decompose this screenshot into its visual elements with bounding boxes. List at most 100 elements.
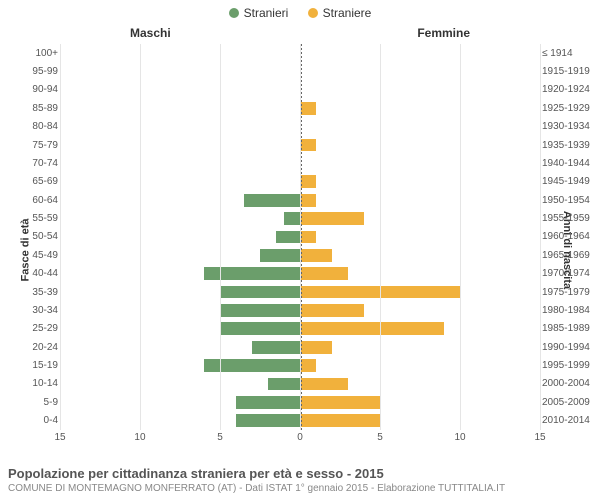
y-tick-left: 80-84 [2, 118, 58, 136]
y-tick-right: 1980-1984 [542, 301, 598, 319]
y-tick-left: 5-9 [2, 393, 58, 411]
x-tick: 15 [534, 432, 545, 443]
x-tick: 10 [134, 432, 145, 443]
y-tick-right: ≤ 1914 [542, 44, 598, 62]
bar-male [252, 341, 300, 354]
y-tick-right: 1970-1974 [542, 265, 598, 283]
y-tick-left: 25-29 [2, 320, 58, 338]
y-tick-right: 1975-1979 [542, 283, 598, 301]
y-tick-left: 90-94 [2, 81, 58, 99]
x-axis-ticks: 15105051015 [60, 432, 540, 448]
legend-item-female: Straniere [308, 6, 372, 20]
bar-male [220, 304, 300, 317]
grid-line [300, 44, 301, 430]
y-tick-right: 1935-1939 [542, 136, 598, 154]
bar-female [300, 414, 380, 427]
chart-footer: Popolazione per cittadinanza straniera p… [8, 466, 592, 494]
y-tick-right: 1985-1989 [542, 320, 598, 338]
bar-male [236, 414, 300, 427]
grid-line [140, 44, 141, 430]
bar-female [300, 231, 316, 244]
bar-female [300, 378, 348, 391]
bar-male [204, 359, 300, 372]
grid-line [60, 44, 61, 430]
y-tick-right: 1960-1964 [542, 228, 598, 246]
y-tick-right: 1995-1999 [542, 356, 598, 374]
y-tick-right: 1965-1969 [542, 246, 598, 264]
grid-line [460, 44, 461, 430]
bar-female [300, 341, 332, 354]
x-tick: 10 [454, 432, 465, 443]
chart-title: Popolazione per cittadinanza straniera p… [8, 466, 592, 481]
legend-item-male: Stranieri [229, 6, 289, 20]
bar-female [300, 304, 364, 317]
y-tick-right: 2010-2014 [542, 412, 598, 430]
legend-swatch-female [308, 8, 318, 18]
legend-label-male: Stranieri [244, 6, 289, 20]
x-tick: 5 [377, 432, 383, 443]
bar-female [300, 212, 364, 225]
y-tick-left: 100+ [2, 44, 58, 62]
x-tick: 5 [217, 432, 223, 443]
legend-label-female: Straniere [323, 6, 372, 20]
y-tick-left: 50-54 [2, 228, 58, 246]
col-header-left: Maschi [130, 26, 171, 40]
y-tick-right: 1930-1934 [542, 118, 598, 136]
col-header-right: Femmine [417, 26, 470, 40]
bar-male [220, 322, 300, 335]
y-tick-left: 20-24 [2, 338, 58, 356]
bar-female [300, 396, 380, 409]
bar-female [300, 102, 316, 115]
y-axis-right: ≤ 19141915-19191920-19241925-19291930-19… [542, 44, 598, 430]
bar-female [300, 249, 332, 262]
y-tick-right: 1920-1924 [542, 81, 598, 99]
bar-male [276, 231, 300, 244]
bar-female [300, 139, 316, 152]
bar-female [300, 194, 316, 207]
bar-female [300, 175, 316, 188]
y-tick-left: 35-39 [2, 283, 58, 301]
y-tick-left: 70-74 [2, 154, 58, 172]
bar-male [268, 378, 300, 391]
population-pyramid-chart: Stranieri Straniere Maschi Femmine Fasce… [0, 0, 600, 500]
legend-swatch-male [229, 8, 239, 18]
y-tick-right: 1990-1994 [542, 338, 598, 356]
bar-male [284, 212, 300, 225]
y-tick-left: 55-59 [2, 209, 58, 227]
y-tick-left: 75-79 [2, 136, 58, 154]
x-tick: 0 [297, 432, 303, 443]
y-tick-left: 95-99 [2, 62, 58, 80]
y-tick-right: 1915-1919 [542, 62, 598, 80]
bar-female [300, 322, 444, 335]
y-tick-right: 1940-1944 [542, 154, 598, 172]
y-tick-right: 1925-1929 [542, 99, 598, 117]
y-tick-left: 30-34 [2, 301, 58, 319]
grid-line [540, 44, 541, 430]
y-tick-left: 85-89 [2, 99, 58, 117]
y-tick-left: 60-64 [2, 191, 58, 209]
y-tick-right: 1945-1949 [542, 173, 598, 191]
y-tick-left: 0-4 [2, 412, 58, 430]
plot-area [60, 44, 540, 430]
y-tick-right: 1955-1959 [542, 209, 598, 227]
y-tick-left: 40-44 [2, 265, 58, 283]
legend: Stranieri Straniere [0, 6, 600, 21]
y-tick-left: 10-14 [2, 375, 58, 393]
y-tick-right: 2000-2004 [542, 375, 598, 393]
bar-female [300, 359, 316, 372]
x-tick: 15 [54, 432, 65, 443]
bar-male [244, 194, 300, 207]
bar-male [260, 249, 300, 262]
bar-female [300, 267, 348, 280]
y-tick-left: 65-69 [2, 173, 58, 191]
grid-line [380, 44, 381, 430]
bar-male [220, 286, 300, 299]
y-tick-left: 15-19 [2, 356, 58, 374]
bar-male [236, 396, 300, 409]
chart-subtitle: COMUNE DI MONTEMAGNO MONFERRATO (AT) - D… [8, 483, 592, 494]
grid-line [220, 44, 221, 430]
y-tick-right: 2005-2009 [542, 393, 598, 411]
bar-male [204, 267, 300, 280]
y-tick-left: 45-49 [2, 246, 58, 264]
y-tick-right: 1950-1954 [542, 191, 598, 209]
